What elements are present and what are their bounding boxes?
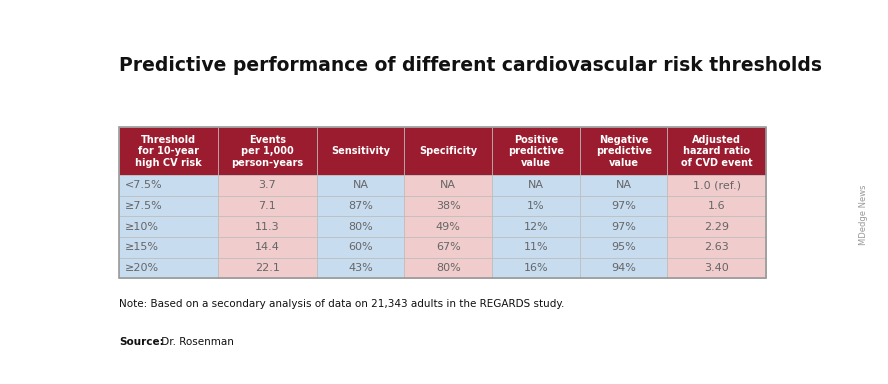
Bar [218,216,317,237]
Text: 2.63: 2.63 [704,242,729,252]
Bar [317,237,404,258]
Text: Sensitivity: Sensitivity [331,146,390,156]
Text: MDedge News: MDedge News [859,185,868,245]
Text: 1%: 1% [527,201,544,211]
Bar [119,216,218,237]
Bar [317,175,404,195]
Text: 14.4: 14.4 [255,242,280,252]
Bar [668,127,766,175]
Text: 1.0 (ref.): 1.0 (ref.) [693,180,741,190]
Bar [218,195,317,216]
Text: NA: NA [527,180,544,190]
Text: NA: NA [440,180,456,190]
Bar [218,258,317,278]
Bar [492,195,580,216]
Text: ≥7.5%: ≥7.5% [124,201,163,211]
Text: 97%: 97% [611,222,636,232]
Bar [404,237,492,258]
Bar [668,195,766,216]
Bar [404,216,492,237]
Bar [668,237,766,258]
Bar [580,127,668,175]
Text: Note: Based on a secondary analysis of data on 21,343 adults in the REGARDS stud: Note: Based on a secondary analysis of d… [119,299,565,309]
Bar [668,258,766,278]
Bar [218,237,317,258]
Text: Specificity: Specificity [419,146,477,156]
Text: NA: NA [615,180,631,190]
Bar [404,258,492,278]
Text: 95%: 95% [611,242,636,252]
Bar [580,195,668,216]
Bar [119,258,218,278]
Text: 80%: 80% [348,222,373,232]
Bar [492,216,580,237]
Text: Source:: Source: [119,337,164,347]
Text: ≥20%: ≥20% [124,263,159,273]
Text: Events
per 1,000
person-years: Events per 1,000 person-years [231,134,304,168]
Text: Dr. Rosenman: Dr. Rosenman [158,337,234,347]
Text: Negative
predictive
value: Negative predictive value [596,134,652,168]
Text: 11.3: 11.3 [255,222,280,232]
Text: 11%: 11% [524,242,548,252]
Text: 94%: 94% [611,263,636,273]
Bar [492,237,580,258]
Bar [404,175,492,195]
Bar [119,127,218,175]
Text: ≥10%: ≥10% [124,222,159,232]
Text: 12%: 12% [524,222,548,232]
Bar [317,127,404,175]
Bar [218,175,317,195]
Bar [119,175,218,195]
Bar [492,175,580,195]
Bar [580,237,668,258]
Text: 67%: 67% [436,242,461,252]
Bar [492,258,580,278]
Bar [668,216,766,237]
Text: ≥15%: ≥15% [124,242,159,252]
Text: 3.40: 3.40 [704,263,729,273]
Text: 7.1: 7.1 [258,201,276,211]
Text: 80%: 80% [436,263,461,273]
Text: Adjusted
hazard ratio
of CVD event: Adjusted hazard ratio of CVD event [681,134,753,168]
Text: Positive
predictive
value: Positive predictive value [508,134,564,168]
Bar [580,258,668,278]
Bar [580,175,668,195]
Text: 43%: 43% [348,263,373,273]
Text: 97%: 97% [611,201,636,211]
Text: 22.1: 22.1 [255,263,280,273]
Text: 38%: 38% [436,201,461,211]
Text: 87%: 87% [348,201,373,211]
Text: 2.29: 2.29 [704,222,729,232]
Bar [317,258,404,278]
Bar [580,216,668,237]
Text: Predictive performance of different cardiovascular risk thresholds: Predictive performance of different card… [119,56,822,75]
Text: 1.6: 1.6 [708,201,725,211]
Bar [404,127,492,175]
Text: NA: NA [353,180,369,190]
Text: 49%: 49% [436,222,461,232]
Bar [668,175,766,195]
Bar [119,127,766,278]
Text: 16%: 16% [524,263,548,273]
Bar [404,195,492,216]
Bar [317,216,404,237]
Bar [492,127,580,175]
Text: <7.5%: <7.5% [124,180,163,190]
Text: Threshold
for 10-year
high CV risk: Threshold for 10-year high CV risk [135,134,202,168]
Bar [119,237,218,258]
Text: 3.7: 3.7 [258,180,276,190]
Text: 60%: 60% [348,242,373,252]
Bar [218,127,317,175]
Bar [317,195,404,216]
Bar [119,195,218,216]
